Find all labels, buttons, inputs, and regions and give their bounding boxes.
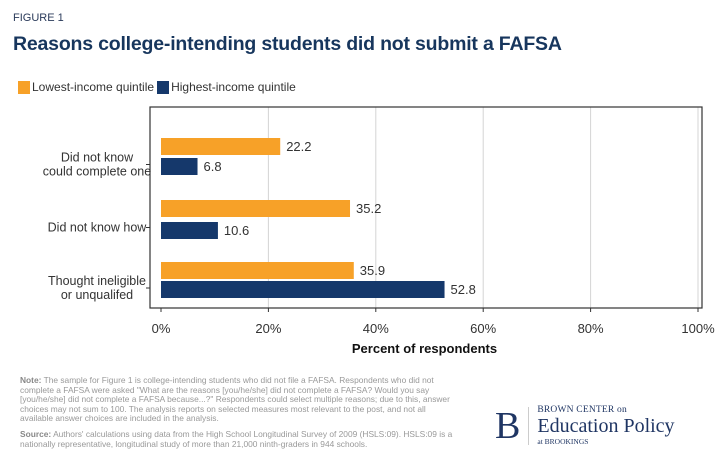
logo-letter: B [495,406,530,445]
y-tick-label: Did not know how [48,221,148,235]
legend: Lowest-income quintile Highest-income qu… [18,80,299,94]
x-tick-label: 100% [681,321,715,336]
x-axis-label: Percent of respondents [352,341,497,356]
y-tick-label-line: Thought ineligible [48,274,146,288]
x-tick-label: 60% [470,321,496,336]
data-label: 35.9 [360,263,385,278]
y-tick-label-line: Did not know [61,151,134,165]
bar [161,138,281,155]
notes: Note: The sample for Figure 1 is college… [20,375,460,455]
legend-swatch-highest [157,80,170,94]
data-label: 35.2 [356,201,381,216]
x-tick-label: 80% [578,321,604,336]
legend-swatch-lowest [18,80,30,94]
data-label: 10.6 [224,223,249,238]
source-paragraph: Source: Authors' calculations using data… [20,428,453,449]
bar [161,200,351,217]
y-tick-label-line: or unqualifed [61,288,133,302]
brookings-logo: B BROWN CENTER on Education Policy at BR… [495,404,675,447]
y-tick-label-line: Did not know how [48,221,148,235]
legend-label-lowest: Lowest-income quintile [32,80,155,94]
bar [161,281,445,298]
bar [161,158,198,175]
chart-title: Reasons college-intending students did n… [13,33,562,55]
y-tick-label: Thought ineligible or unqualifed [48,274,146,302]
plot-frame [149,106,703,309]
data-label: 52.8 [451,282,476,297]
x-tick-label: 40% [363,321,389,336]
bar [161,262,354,279]
figure-label: FIGURE 1 [13,12,64,24]
legend-label-highest: Highest-income quintile [171,80,296,94]
y-tick-label: Did not know could complete one [43,151,151,179]
x-tick-label: 20% [255,321,281,336]
note-paragraph: Note: The sample for Figure 1 is college… [20,375,450,424]
y-tick-label-line: could complete one [43,165,151,179]
data-label: 6.8 [204,159,222,174]
x-tick-label: 0% [152,321,171,336]
bar [161,222,218,239]
data-label: 22.2 [286,139,311,154]
